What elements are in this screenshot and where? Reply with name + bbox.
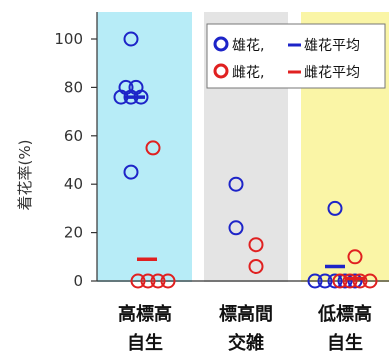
- female-flower-point: [150, 273, 166, 289]
- legend-line-label: 雄花平均: [304, 38, 360, 54]
- category-band-1: [97, 12, 192, 282]
- category-label-line1: 高標高: [118, 303, 172, 325]
- y-tick-label: 60: [64, 127, 83, 145]
- legend-line-label: 雌花平均: [304, 65, 360, 81]
- category-label-line1: 低標高: [317, 303, 372, 325]
- y-axis-label: 着花率(%): [16, 140, 34, 211]
- female-flower-point: [342, 273, 358, 289]
- female-flower-point: [130, 273, 146, 289]
- y-tick-label: 100: [54, 30, 83, 48]
- male-flower-point: [317, 273, 333, 289]
- category-label-line2: 自生: [127, 332, 163, 354]
- female-flower-point: [352, 273, 368, 289]
- male-flower-point: [327, 200, 343, 216]
- y-tick-label: 20: [64, 224, 83, 242]
- female-flower-point: [332, 273, 348, 289]
- female-flower-point: [362, 273, 378, 289]
- category-label-line2: 交雑: [228, 332, 264, 354]
- axes: 0 20 40 60 80 100: [54, 12, 389, 290]
- y-tick-label: 80: [64, 78, 83, 96]
- legend-box: [206, 23, 386, 89]
- legend-marker: [213, 36, 229, 52]
- male-flower-point: [228, 176, 244, 192]
- legend-marker-label: 雌花,: [232, 65, 264, 81]
- male-flower-point: [123, 164, 139, 180]
- female-flower-point: [248, 237, 264, 253]
- female-flower-point: [160, 273, 176, 289]
- legend-marker-label: 雄花,: [232, 38, 264, 54]
- y-tick-label: 0: [73, 272, 83, 290]
- male-flower-point: [228, 220, 244, 236]
- male-flower-point: [347, 273, 363, 289]
- male-flower-point: [123, 31, 139, 47]
- male-flower-point: [327, 273, 343, 289]
- category-label-line2: 自生: [327, 332, 363, 354]
- female-flower-point: [140, 273, 156, 289]
- female-flower-point: [347, 249, 363, 265]
- male-flower-point: [337, 273, 353, 289]
- male-flower-point: [307, 273, 323, 289]
- female-flower-point: [145, 140, 161, 156]
- category-label-line1: 標高間: [219, 303, 273, 325]
- legend-marker: [213, 63, 229, 79]
- y-tick-label: 40: [64, 175, 83, 193]
- data-marks: [113, 31, 378, 289]
- female-flower-point: [248, 258, 264, 274]
